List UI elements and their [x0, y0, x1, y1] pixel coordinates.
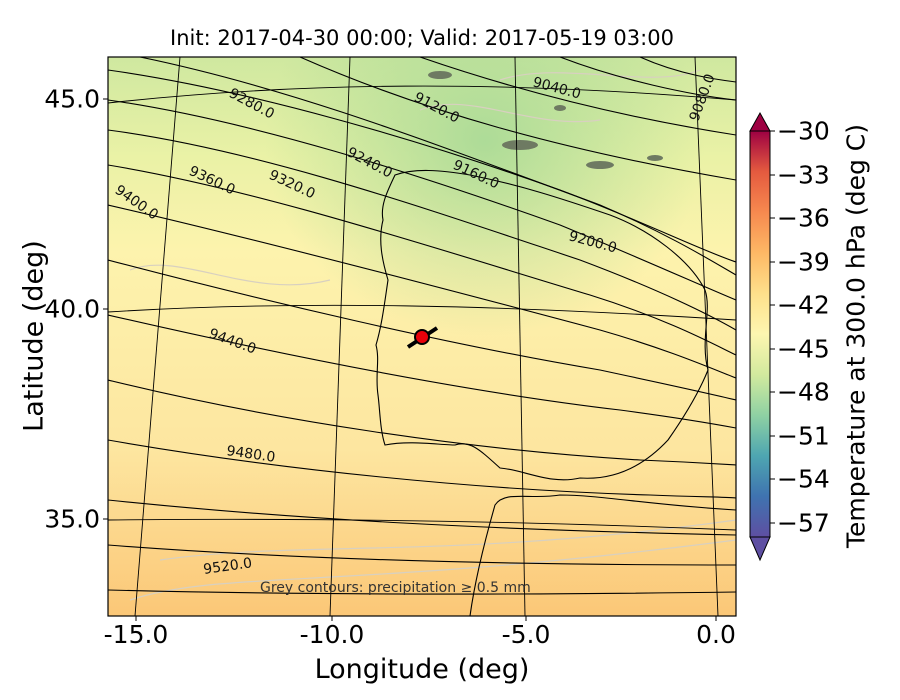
contour-label: 9080.0 — [687, 72, 719, 124]
contour-label: 9480.0 — [225, 443, 276, 466]
y-tick-45: 45.0 — [44, 84, 100, 114]
contour-label: 9200.0 — [567, 228, 618, 256]
location-marker — [406, 326, 439, 349]
cb-tick: −54 — [777, 464, 830, 494]
x-axis-label: Longitude (deg) — [314, 654, 530, 685]
contour-label: 9280.0 — [226, 85, 277, 122]
height-contours — [108, 57, 736, 595]
cb-tick: −45 — [777, 334, 830, 364]
cb-tick: −36 — [777, 203, 830, 233]
colorbar — [749, 111, 775, 562]
cold-region — [108, 57, 736, 616]
graticule — [108, 57, 736, 616]
contour-label: 9160.0 — [450, 157, 501, 192]
map-title: Init: 2017-04-30 00:00; Valid: 2017-05-1… — [170, 26, 674, 50]
cb-tick: −30 — [777, 116, 830, 146]
contour-label: 9400.0 — [112, 182, 161, 223]
colorbar-body — [749, 130, 771, 538]
contour-label: 9040.0 — [531, 74, 582, 102]
contour-label: 9240.0 — [344, 144, 395, 181]
contour-label: 9440.0 — [207, 326, 259, 358]
y-tick-40: 40.0 — [44, 294, 100, 324]
cb-tick: −39 — [777, 247, 830, 277]
colorbar-label: Temperature at 300.0 hPa (deg C) — [841, 124, 871, 548]
y-tick-35: 35.0 — [44, 504, 100, 534]
cb-tick: −42 — [777, 290, 830, 320]
cb-tick: −57 — [777, 508, 830, 538]
cb-tick: −33 — [777, 160, 830, 190]
cb-tick: −51 — [777, 421, 830, 451]
cb-tick: −48 — [777, 377, 830, 407]
x-tick-minus15: -15.0 — [103, 620, 169, 649]
contour-label: 9520.0 — [202, 555, 253, 578]
contour-label: 9320.0 — [266, 167, 317, 202]
contour-label: 9120.0 — [411, 89, 462, 126]
colorbar-top-arrow — [749, 111, 771, 132]
precipitation-contours — [129, 69, 736, 601]
x-tick-minus5: -5.0 — [501, 620, 551, 649]
colorbar-bottom-arrow — [749, 536, 771, 562]
map-background — [108, 57, 736, 616]
precip-cells — [428, 71, 663, 169]
y-axis-label: Latitude (deg) — [18, 240, 50, 432]
map-frame — [107, 56, 737, 617]
x-tick-0: 0.0 — [696, 620, 736, 649]
contour-label: 9360.0 — [186, 163, 237, 198]
precipitation-note: Grey contours: precipitation ≥ 0.5 mm — [260, 580, 531, 596]
x-tick-minus10: -10.0 — [299, 620, 365, 649]
coastline — [375, 169, 736, 616]
